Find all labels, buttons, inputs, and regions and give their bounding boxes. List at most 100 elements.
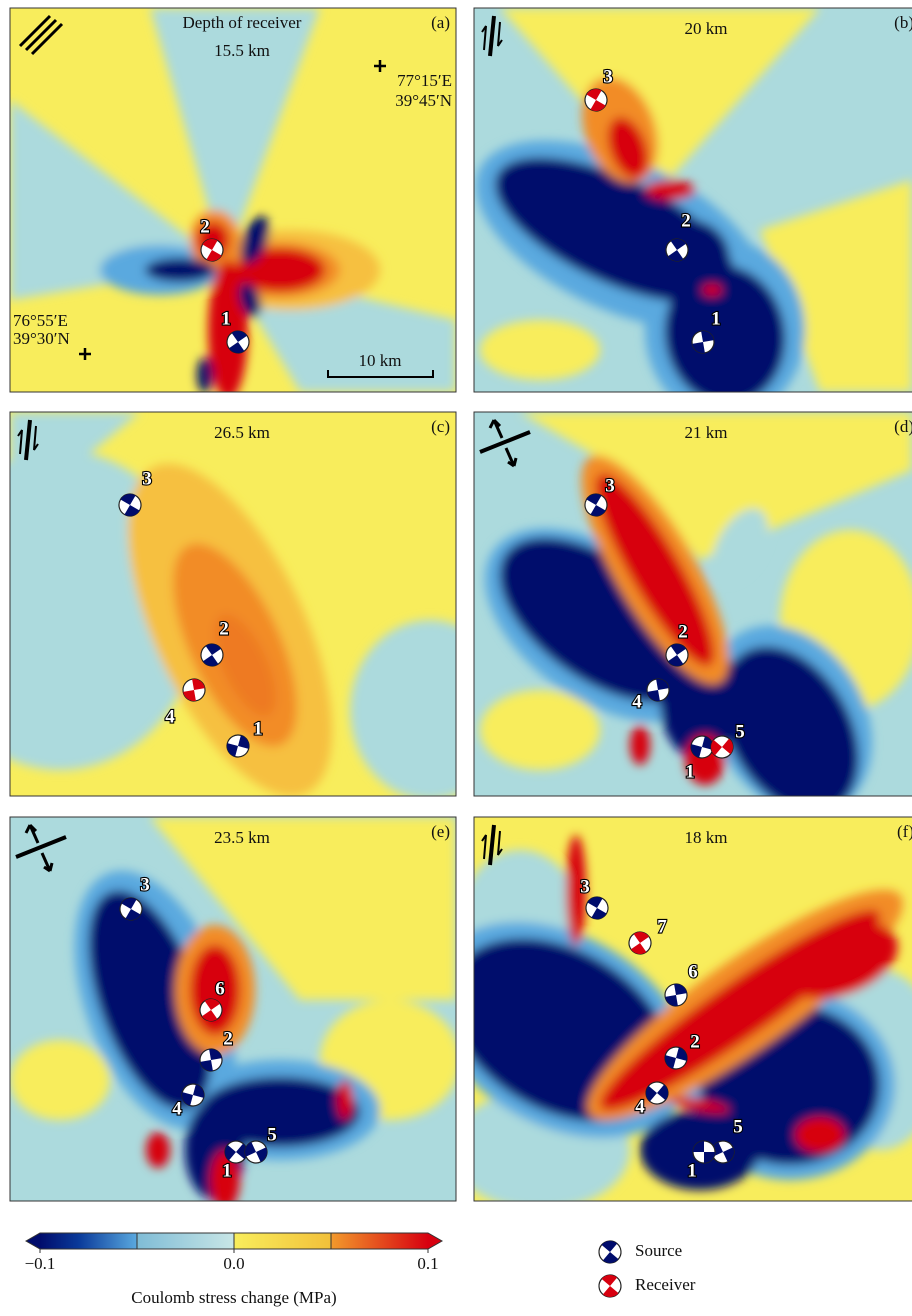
panel-frame [9,411,457,797]
beachball-quadrants [586,89,606,111]
panel-text: (d) 21 km [685,417,912,442]
legend-label: Receiver [635,1275,696,1294]
fault-icon [479,418,531,468]
event-number: 3 [605,475,615,496]
fault-line [24,18,58,52]
beachball-quadrants [245,1142,267,1162]
beachball-quadrants [691,736,713,758]
stress-field [474,412,912,796]
scale-bar [327,370,434,378]
event-source [665,643,689,667]
event-source [646,678,670,702]
fault-icon [481,15,503,57]
field-region [721,646,859,796]
beachball-quadrants [183,679,205,701]
panel-frame [473,816,912,1202]
panel-text: (b) 20 km [685,13,912,38]
field-region [350,620,456,796]
scale-bar-label: 10 km [359,351,402,370]
field-blobs [10,412,456,796]
beachball-quadrants [601,1275,619,1297]
beachball-quadrants [182,1084,204,1106]
field-blobs [10,817,456,1201]
field-region [235,248,325,292]
panel-text: (e) 23.5 km [214,822,450,847]
field-region [595,473,715,667]
event-number: 1 [222,1160,232,1181]
beachball-quadrants [587,897,607,919]
panel-label: (a) [431,13,450,32]
panel-text: (a) 15.5 km [214,13,450,60]
fault-line [479,430,531,454]
event-source [119,897,143,921]
field-region [474,412,912,560]
beachball-quadrants [202,644,222,666]
event-source [692,1140,716,1164]
event-number: 1 [685,761,695,782]
event-source [665,238,689,262]
field-region [645,180,695,200]
legend-label: Source [635,1241,682,1260]
event-receiver [584,88,608,112]
field-region [480,690,600,770]
event-number: 5 [267,1124,277,1145]
beachball-quadrants [630,932,650,954]
event-source [244,1140,268,1164]
field-region [150,817,456,1000]
event-source [584,493,608,517]
event-number: 2 [223,1028,233,1049]
fault-line [30,22,64,56]
field-region [607,117,649,179]
event-source [691,330,715,354]
event-source [200,643,224,667]
beachball-quadrants [665,984,687,1006]
field-region [150,8,320,265]
field-region [214,614,276,716]
fault-line [24,419,32,461]
coord-label: 39°30′N [13,329,70,348]
field-blobs [474,412,912,796]
stress-field [10,412,456,796]
field-region [10,412,140,520]
panel-frame [473,411,912,797]
coord-label: 76°55′E [13,311,68,330]
fault-icon [15,823,67,873]
field-region [238,282,262,318]
colorbar-end [26,1233,40,1249]
panel-title: 20 km [685,19,728,38]
event-number: 1 [687,1160,697,1181]
field-region [650,220,730,300]
beachball-quadrants [200,1049,222,1071]
event-receiver [182,678,206,702]
event-number: 4 [632,691,642,712]
panel-title: 23.5 km [214,828,270,847]
field-region [208,260,248,392]
panel-label: (e) [431,822,450,841]
beachball-quadrants [693,1141,715,1163]
stress-field [10,817,456,1201]
legend-source-symbol [598,1240,622,1264]
event-number: 6 [688,961,698,982]
event-source [645,1081,669,1105]
stress-field [474,8,912,392]
fault-line [488,15,496,57]
event-number: 2 [681,210,691,231]
event-source [226,330,250,354]
event-number: 1 [711,308,721,329]
depth-caption: Depth of receiver [183,13,302,32]
field-region [702,284,722,296]
fault-icon [481,824,503,866]
event-number: 2 [219,618,229,639]
colorbar-tick-label: 0.1 [417,1254,438,1273]
panel-text: (c) 26.5 km [214,417,450,442]
panel-title: 18 km [685,828,728,847]
arrow [17,425,39,455]
field-region [337,1080,353,1120]
beachball-quadrants [121,898,141,920]
field-blobs [475,8,912,392]
event-receiver [710,735,734,759]
event-receiver [199,998,223,1022]
field-region [670,1097,730,1113]
field-region [566,835,586,945]
field-region [795,1117,845,1153]
